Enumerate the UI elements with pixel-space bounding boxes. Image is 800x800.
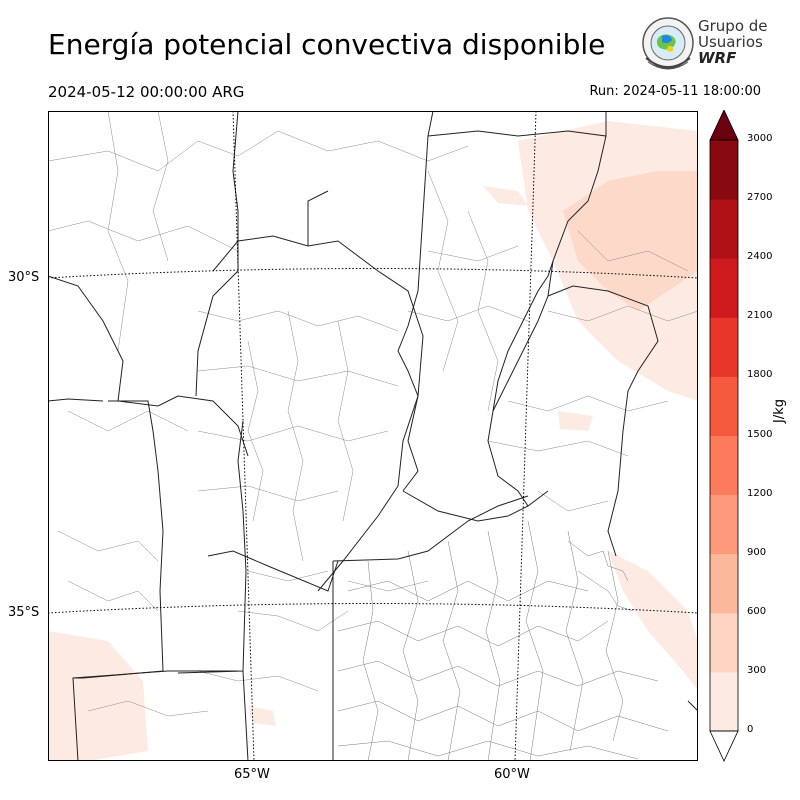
colorbar [709, 110, 739, 762]
graticule [48, 111, 698, 761]
colorbar-segment [710, 494, 738, 555]
lon-label-65w: 65°W [234, 767, 270, 782]
colorbar-extend-bottom [709, 730, 739, 762]
run-time: Run: 2024-05-11 18:00:00 [589, 84, 761, 99]
colorbar-segment [710, 199, 738, 259]
map-frame [48, 111, 698, 761]
department-boundaries [48, 111, 698, 717]
colorbar-tick-label: 1500 [747, 428, 773, 440]
colorbar-segment [710, 671, 738, 732]
lat-label-30s: 30°S [8, 270, 40, 285]
colorbar-segments [710, 140, 738, 732]
cape-map [48, 111, 698, 761]
cape-shading [48, 121, 698, 761]
colorbar-tick-label: 2100 [747, 310, 773, 322]
colorbar-tick-label: 0 [747, 724, 754, 735]
logo-line-1: Grupo de [698, 17, 768, 35]
colorbar-tick-label: 600 [747, 605, 767, 617]
colorbar-extend-top [709, 110, 739, 141]
colorbar-tick-label: 1200 [747, 487, 773, 499]
logo-text: Grupo de Usuarios WRF [698, 18, 768, 66]
colorbar-tick-label: 300 [747, 664, 767, 676]
colorbar-segment [710, 376, 738, 436]
colorbar-segment [710, 140, 738, 200]
colorbar-tick-label: 2700 [747, 192, 773, 204]
map-title: Energía potencial convectiva disponible [48, 28, 606, 61]
colorbar-tick-label: 900 [747, 546, 767, 558]
lat-label-35s: 35°S [8, 605, 40, 620]
colorbar-tick-label: 1800 [747, 369, 773, 381]
colorbar-frame [709, 139, 739, 732]
logo-line-2: Usuarios [698, 33, 763, 51]
colorbar-unit: J/kg [772, 399, 787, 423]
partidos-grid [337, 520, 669, 761]
colorbar-segment [710, 317, 738, 377]
globe-emblem-icon [642, 17, 694, 70]
colorbar-segment [710, 258, 738, 318]
logo-line-3: WRF [698, 49, 737, 67]
lon-label-60w: 60°W [494, 767, 530, 782]
colorbar-segment [710, 553, 738, 614]
valid-time: 2024-05-12 00:00:00 ARG [48, 83, 245, 101]
province-boundaries [48, 111, 698, 761]
colorbar-tick-label: 2400 [747, 251, 773, 263]
colorbar-tick-label: 3000 [747, 133, 773, 144]
colorbar-segment [710, 435, 738, 496]
wrf-logo: Grupo de Usuarios WRF [638, 16, 768, 74]
colorbar-segment [710, 612, 738, 673]
